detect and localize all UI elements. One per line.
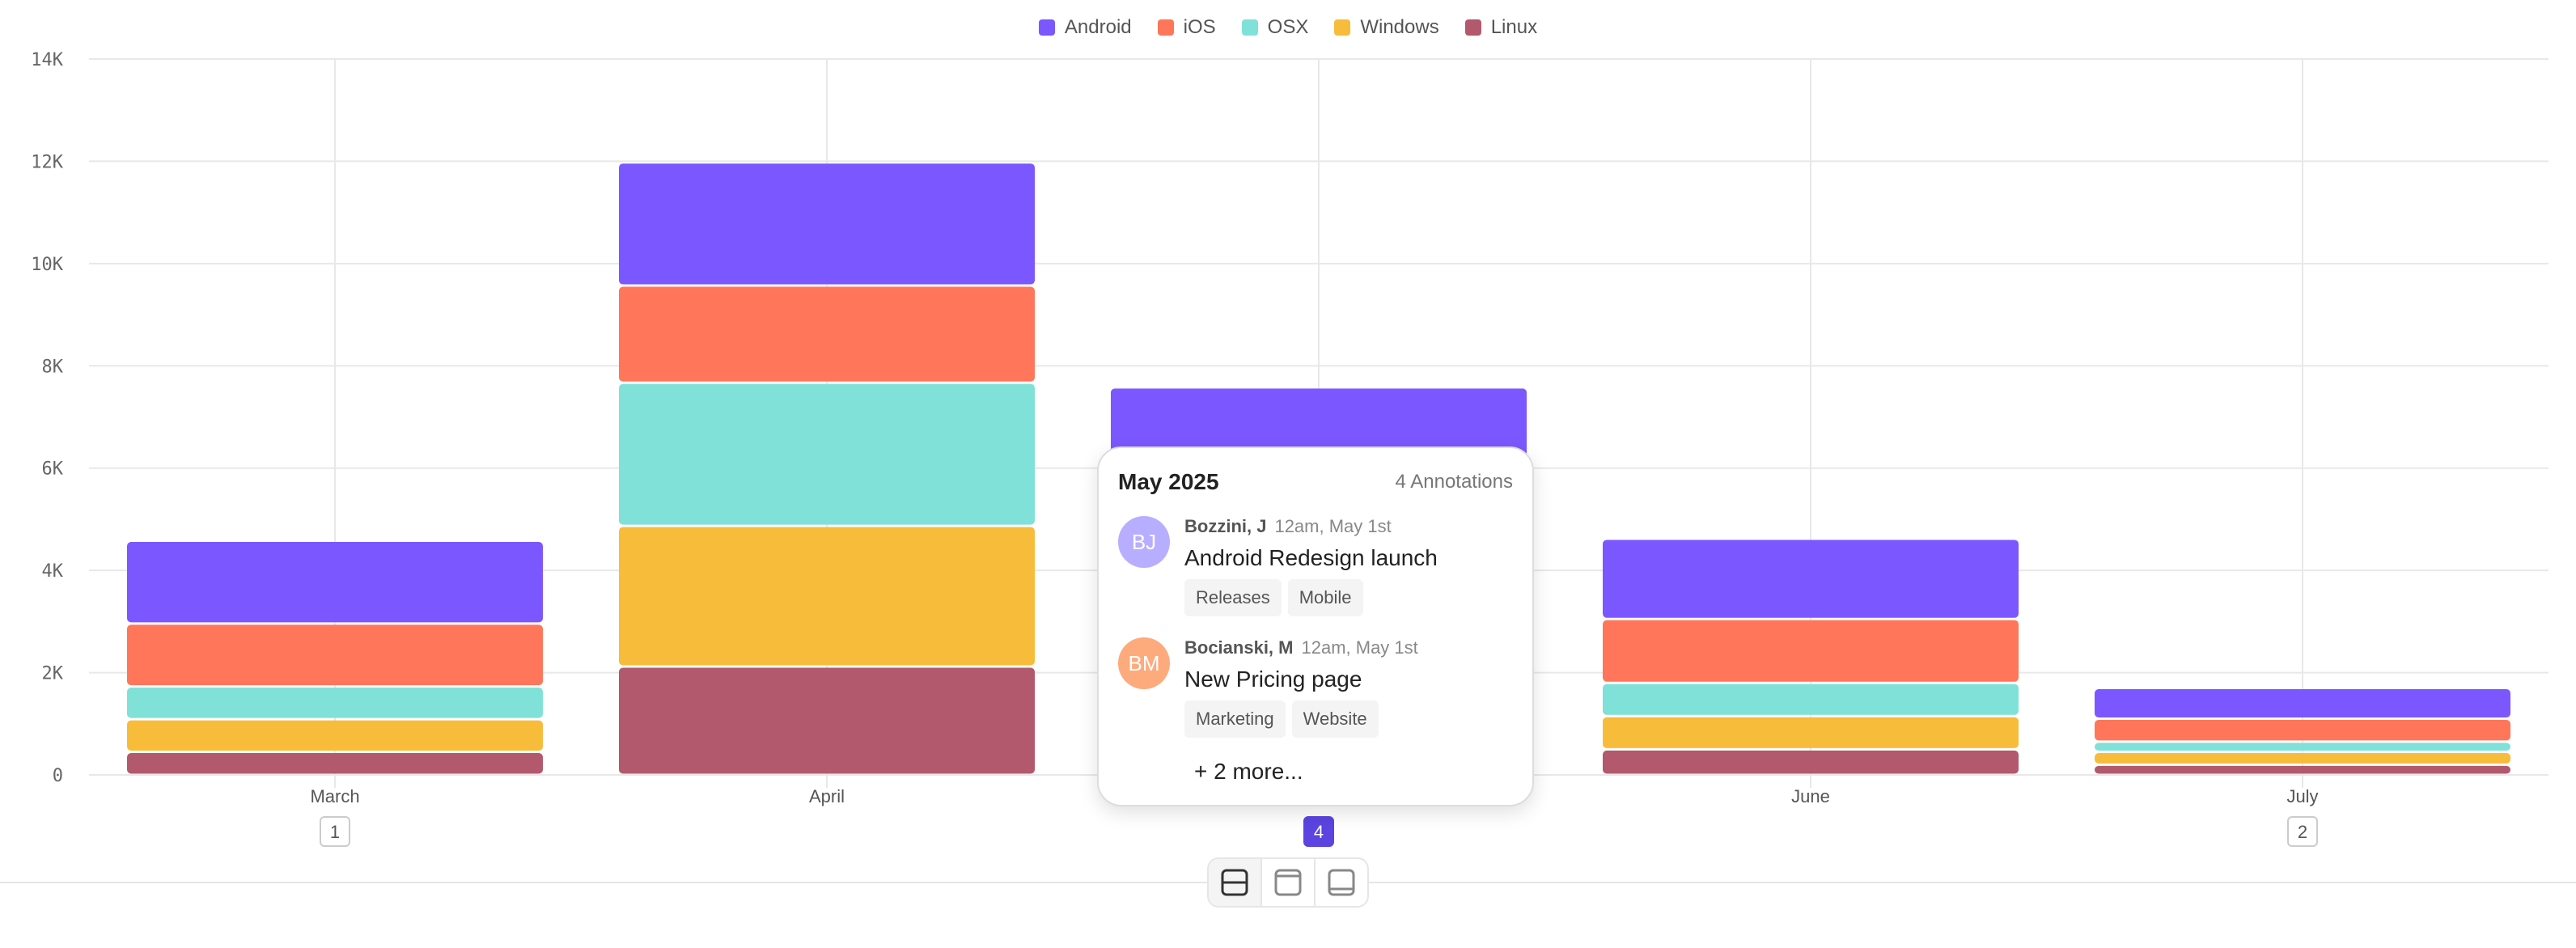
y-tick-label: 2K [42, 664, 64, 684]
y-tick-label: 8K [42, 357, 64, 377]
y-tick-label: 4K [42, 561, 64, 582]
x-tick-label: June [1791, 786, 1830, 806]
bottom-panel-button[interactable] [1316, 859, 1367, 906]
legend-item-ios[interactable]: iOS [1157, 16, 1216, 39]
annotation-time: 12am, May 1st [1274, 516, 1392, 536]
annotation-text: Android Redesign launch [1184, 545, 1438, 570]
annotation-count: 4 Annotations [1395, 471, 1513, 493]
annotation-author: Bozzini, J [1184, 516, 1267, 536]
top-panel-button[interactable] [1262, 859, 1316, 906]
legend-item-windows[interactable]: Windows [1334, 16, 1439, 39]
avatar: BM [1118, 637, 1170, 689]
annotation-text: New Pricing page [1184, 667, 1362, 692]
bar-segment-osx[interactable] [127, 688, 543, 718]
legend-swatch [1038, 19, 1055, 36]
annotation-badge[interactable] [320, 816, 350, 847]
tooltip-title: May 2025 [1118, 469, 1219, 494]
bar-segment-linux[interactable] [1603, 750, 2019, 774]
y-tick-label: 0 [53, 766, 63, 786]
legend-label: OSX [1267, 16, 1309, 38]
y-tick-label: 10K [31, 255, 63, 275]
bar-segment-linux[interactable] [127, 753, 543, 774]
view-toolbar [1207, 857, 1369, 908]
bar-segment-osx[interactable] [619, 383, 1035, 525]
legend-swatch [1334, 19, 1351, 36]
tag: Mobile [1287, 579, 1363, 616]
legend-item-linux[interactable]: Linux [1464, 16, 1538, 39]
annotation-badge[interactable] [2287, 816, 2318, 847]
legend-label: Android [1064, 16, 1132, 38]
bar-segment-osx[interactable] [1603, 683, 2019, 715]
bar-segment-android[interactable] [127, 541, 543, 623]
panel-bottom-icon [1328, 869, 1355, 896]
bar-segment-android[interactable] [619, 163, 1035, 285]
annotation-item[interactable]: BM Bocianski, M 12am, May 1st New Pricing… [1118, 637, 1513, 738]
x-tick-label: April [809, 786, 845, 806]
bar-segment-windows[interactable] [127, 720, 543, 751]
y-tick-label: 6K [42, 459, 64, 480]
more-annotations-link[interactable]: + 2 more... [1194, 759, 1303, 784]
panel-top-icon [1274, 869, 1302, 896]
legend-swatch [1157, 19, 1174, 36]
annotation-time: 12am, May 1st [1301, 637, 1418, 658]
tag: Marketing [1184, 700, 1286, 738]
annotation-badge-count: 1 [330, 822, 340, 842]
annotation-badge-count: 4 [1314, 822, 1324, 842]
x-tick-label: July [2286, 786, 2318, 806]
legend-label: iOS [1183, 16, 1216, 38]
bar-segment-android[interactable] [2095, 689, 2510, 717]
annotation-author: Bocianski, M [1184, 637, 1294, 658]
x-tick-label: March [310, 786, 359, 806]
legend-swatch [1241, 19, 1258, 36]
legend-label: Windows [1360, 16, 1439, 38]
annotation-item[interactable]: BJ Bozzini, J 12am, May 1st Android Redes… [1118, 516, 1513, 616]
annotation-badge-count: 2 [2298, 822, 2307, 842]
bar-segment-windows[interactable] [1603, 717, 2019, 748]
bar-segment-linux[interactable] [619, 667, 1035, 774]
legend-swatch [1464, 19, 1481, 36]
bar-segment-ios[interactable] [127, 624, 543, 686]
legend-item-android[interactable]: Android [1038, 16, 1132, 39]
legend: Android iOS OSX Windows Linux [0, 16, 2576, 39]
tag: Releases [1184, 579, 1282, 616]
bar-segment-windows[interactable] [2095, 753, 2510, 764]
bar-segment-linux[interactable] [2095, 765, 2510, 774]
bar-segment-android[interactable] [1603, 540, 2019, 618]
split-horizontal-icon [1221, 869, 1248, 896]
bar-segment-windows[interactable] [619, 527, 1035, 666]
legend-item-osx[interactable]: OSX [1241, 16, 1309, 39]
annotation-tooltip: May 2025 4 Annotations BJ Bozzini, J 12am… [1097, 446, 1534, 806]
bar-segment-ios[interactable] [619, 286, 1035, 382]
y-tick-label: 14K [31, 50, 63, 70]
bar-segment-ios[interactable] [1603, 620, 2019, 682]
bar-segment-osx[interactable] [2095, 743, 2510, 751]
y-tick-label: 12K [31, 152, 63, 172]
tag: Website [1291, 700, 1379, 738]
annotation-badge[interactable] [1303, 816, 1334, 847]
avatar: BJ [1118, 516, 1170, 568]
bar-segment-ios[interactable] [2095, 719, 2510, 741]
legend-label: Linux [1490, 16, 1538, 38]
split-view-button[interactable] [1209, 859, 1262, 906]
